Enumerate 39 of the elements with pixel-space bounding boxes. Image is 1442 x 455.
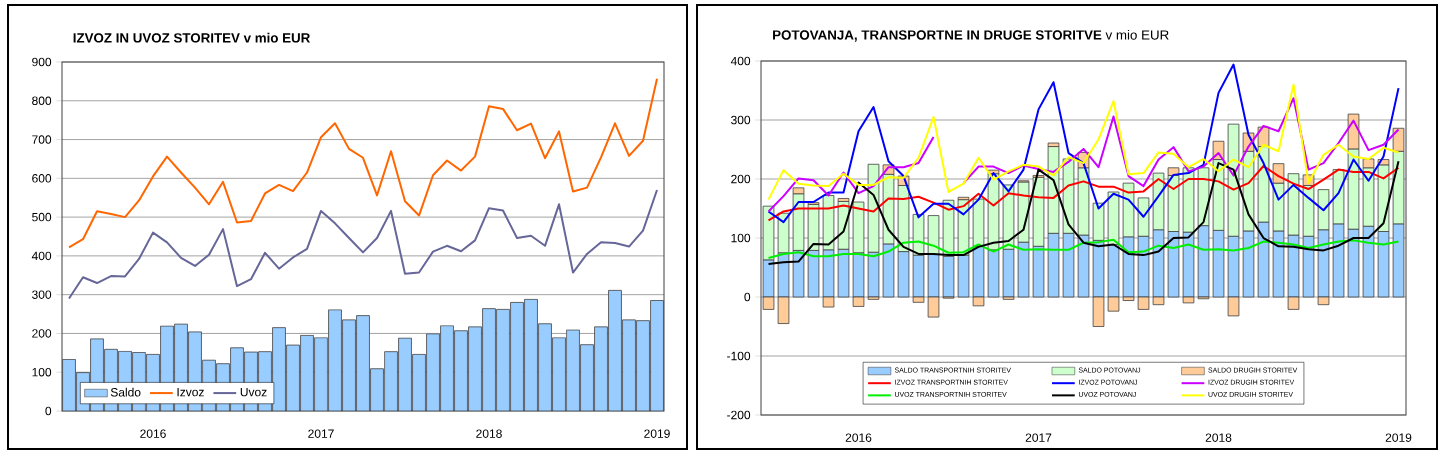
legend-label: Izvoz [177, 387, 204, 397]
y-tick-label: 200 [731, 174, 751, 184]
x-tick-label: 2018 [476, 429, 502, 438]
y-tick-label: 300 [32, 290, 52, 299]
x-tick-label: 2018 [1205, 433, 1232, 442]
y-tick-label: 200 [32, 329, 52, 338]
line-series [68, 77, 658, 249]
chart-title: IZVOZ IN UVOZ STORITEV v mio EUR [73, 32, 311, 43]
x-tick-label: 2016 [845, 433, 872, 442]
y-tick-label: 400 [31, 251, 52, 261]
x-tick-label: 2019 [1385, 433, 1412, 442]
bar [972, 198, 985, 247]
y-tick-label: -200 [727, 410, 751, 420]
x-tick-label: 2017 [308, 429, 334, 438]
chart-title: POTOVANJA, TRANSPORTNE IN DRUGE STORITVE v mio EUR [773, 29, 1169, 42]
y-tick-label: 600 [32, 174, 52, 183]
x-tick-label: 2017 [1025, 433, 1052, 442]
y-tick-label: 400 [730, 56, 751, 66]
line-series [68, 188, 658, 300]
y-tick-label: 100 [731, 233, 751, 243]
line-series [767, 83, 1400, 201]
line-series [767, 160, 1400, 265]
y-tick-label: 300 [731, 115, 751, 125]
y-tick-label: -100 [727, 351, 751, 361]
y-tick-label: 500 [32, 212, 52, 222]
x-tick-label: 2016 [140, 429, 166, 438]
y-tick-label: 100 [32, 367, 52, 377]
line-series [767, 238, 1400, 260]
y-tick-label: 0 [744, 292, 751, 302]
y-tick-label: 700 [32, 135, 52, 144]
x-tick-label: 2019 [644, 429, 670, 438]
y-tick-label: 900 [32, 57, 52, 67]
line-series [767, 63, 1400, 224]
y-tick-label: 800 [32, 96, 52, 106]
legend-label: Saldo [110, 387, 141, 397]
bar [1092, 202, 1105, 241]
legend-label: Uvoz [240, 387, 267, 397]
y-tick-label: 0 [45, 406, 52, 416]
bar [987, 249, 1000, 298]
